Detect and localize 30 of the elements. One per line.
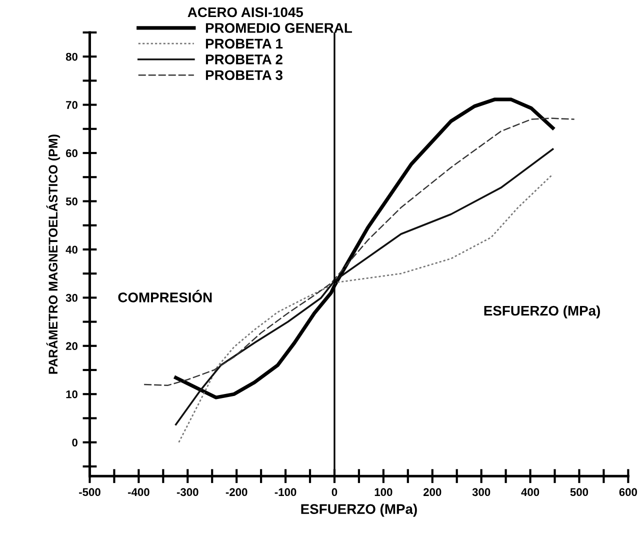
x-tick-label: -400 <box>128 488 150 496</box>
x-tick-label: 0 <box>332 488 338 496</box>
legend-label: PROBETA 2 <box>206 54 282 64</box>
x-axis-title: ESFUERZO (MPa) <box>301 504 417 517</box>
y-tick-label: 20 <box>66 342 78 350</box>
legend-label: PROBETA 3 <box>206 70 282 80</box>
y-tick-label: 10 <box>66 390 78 398</box>
y-tick-label: 50 <box>66 197 78 206</box>
y-tick-label: 40 <box>66 246 78 254</box>
annotation: ESFUERZO (MPa) <box>484 305 600 318</box>
legend-title: ACERO AISI-1045 <box>188 7 304 18</box>
y-tick-label: 80 <box>66 52 78 61</box>
x-tick-label: 400 <box>521 488 540 496</box>
y-tick-label: 30 <box>66 294 78 302</box>
x-tick-label: 600 <box>619 488 637 496</box>
y-tick-label: 60 <box>66 149 78 158</box>
x-tick-label: 300 <box>472 488 490 496</box>
y-tick-label: 70 <box>66 101 78 109</box>
legend-label: PROBETA 1 <box>206 38 283 49</box>
x-tick-label: -500 <box>79 488 100 496</box>
y-tick-label: 0 <box>72 438 78 446</box>
x-tick-label: -100 <box>274 488 296 496</box>
x-tick-label: 500 <box>570 488 588 496</box>
x-tick-label: 100 <box>374 488 392 496</box>
y-axis-title: PARÁMETRO MAGNETOELÁSTICO (PM) <box>46 134 60 374</box>
x-tick-label: -200 <box>226 488 248 496</box>
x-tick-label: -300 <box>176 488 198 496</box>
x-tick-label: 200 <box>424 488 442 496</box>
legend-label: PROMEDIO GENERAL <box>206 23 352 33</box>
annotation: COMPRESIÓN <box>118 290 212 302</box>
